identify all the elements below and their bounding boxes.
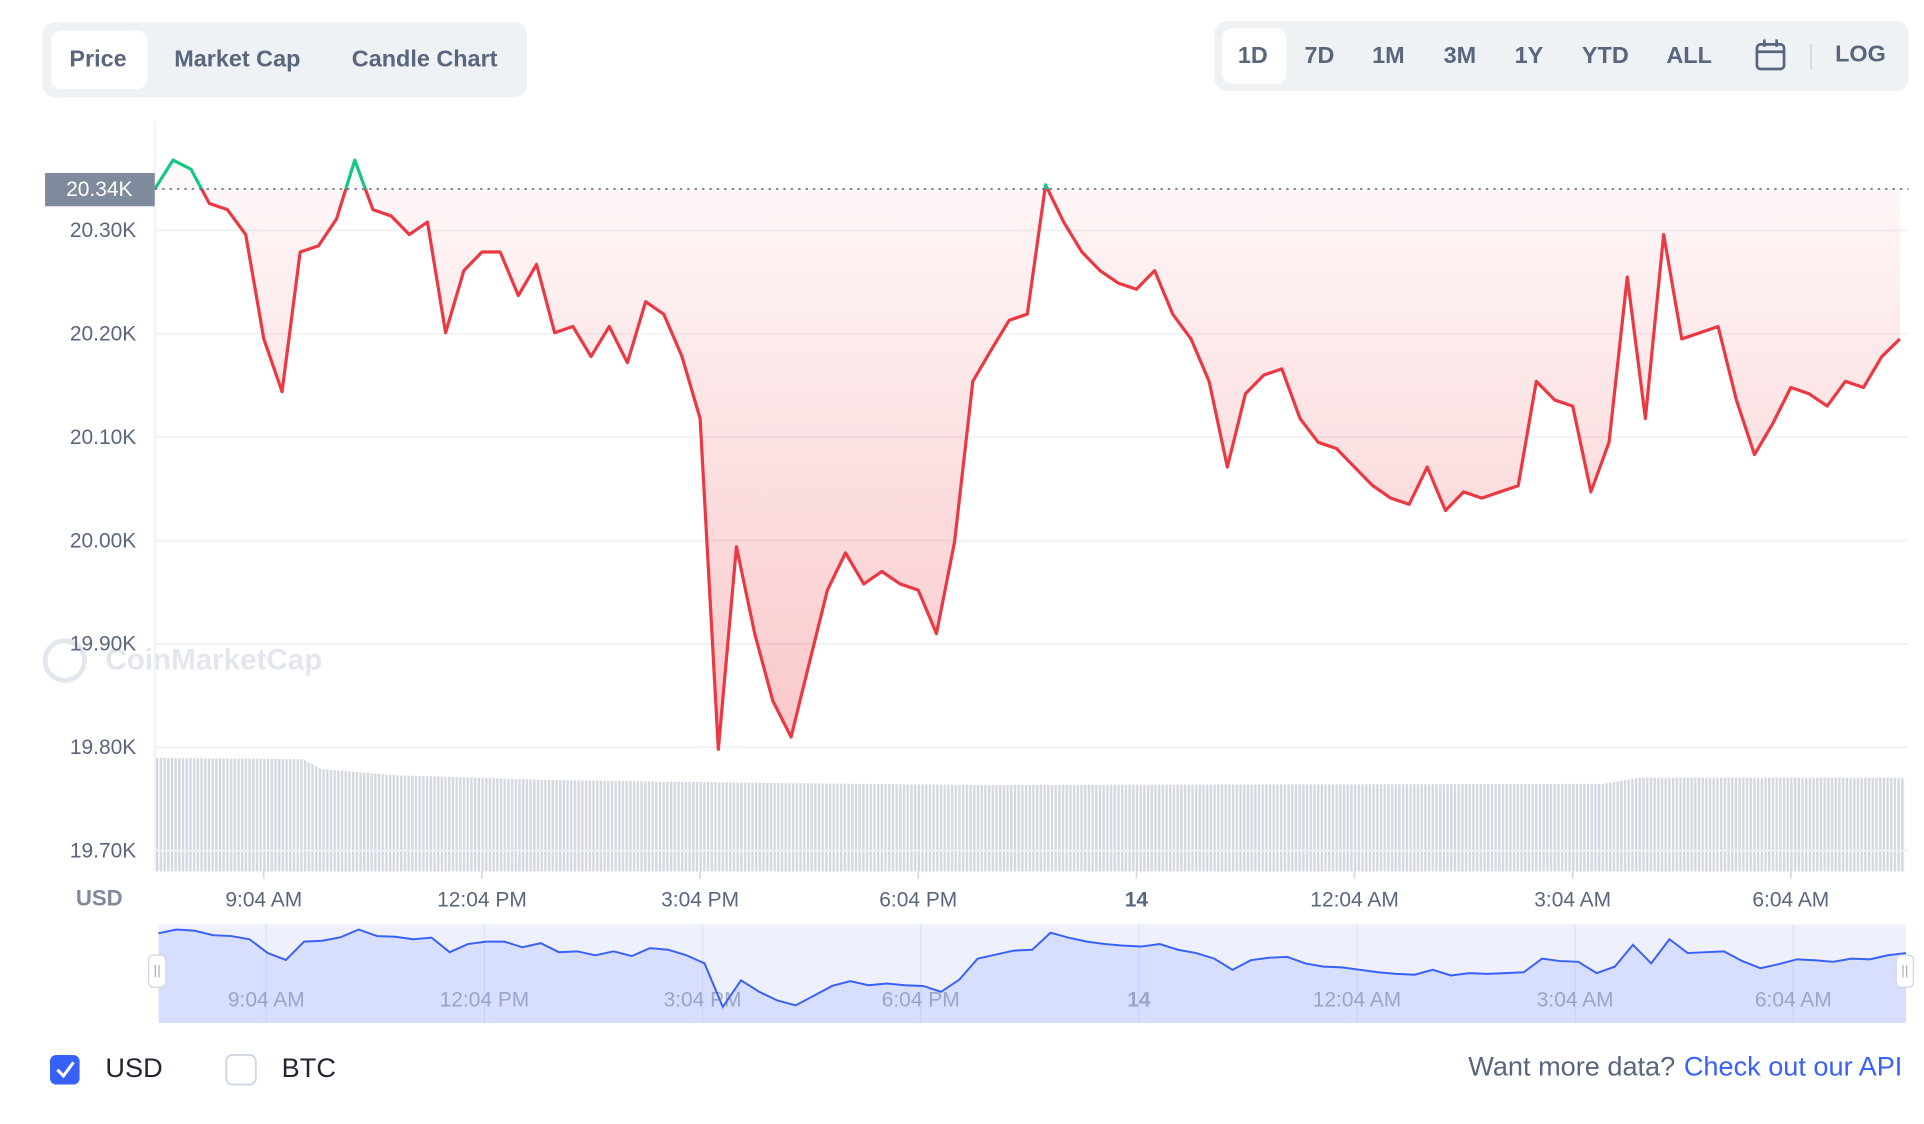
range-button[interactable]: 7D xyxy=(1304,42,1334,68)
y-tick-label: 19.80K xyxy=(70,736,136,759)
y-tick-label: 19.90K xyxy=(70,633,136,656)
range-button[interactable]: 1D xyxy=(1238,42,1268,68)
log-button[interactable]: LOG xyxy=(1835,41,1886,67)
x-tick-label: 12:04 AM xyxy=(1310,888,1398,911)
tab[interactable]: Market Cap xyxy=(174,46,300,72)
footer-text: Want more data? xyxy=(1468,1051,1675,1082)
price-area xyxy=(154,160,1900,750)
x-tick-label: 9:04 AM xyxy=(225,888,302,911)
range-button[interactable]: ALL xyxy=(1666,42,1712,68)
range-button[interactable]: 3M xyxy=(1444,42,1477,68)
x-tick-label: 6:04 AM xyxy=(1752,888,1829,911)
watermark: CoinMarketCap xyxy=(42,638,322,683)
tab[interactable]: Price xyxy=(69,46,126,72)
navigator-tick-label: 3:04 AM xyxy=(1537,988,1614,1011)
y-tick-label: 20.30K xyxy=(70,219,136,242)
tab-group xyxy=(42,22,527,98)
x-tick-label: 3:04 PM xyxy=(661,888,739,911)
x-tick-label: 12:04 PM xyxy=(437,888,527,911)
active-range xyxy=(1222,28,1287,84)
checkbox-checked[interactable] xyxy=(49,1054,80,1085)
navigator-handle[interactable] xyxy=(147,954,167,988)
navigator-line xyxy=(158,928,1907,1009)
y-tick-label: 20.00K xyxy=(70,529,136,552)
navigator-tick-label: 14 xyxy=(1127,988,1151,1011)
active-tab xyxy=(51,30,148,89)
calendar-icon[interactable] xyxy=(1755,39,1786,71)
x-tick-label: 6:04 PM xyxy=(879,888,957,911)
reference-label: 20.34K xyxy=(66,178,132,201)
navigator-tick-label: 12:04 PM xyxy=(440,988,530,1011)
range-button[interactable]: 1Y xyxy=(1515,42,1544,68)
checkbox-label: USD xyxy=(105,1052,162,1083)
y-tick-label: 19.70K xyxy=(70,839,136,862)
x-tick-label: 3:04 AM xyxy=(1534,888,1611,911)
footer: Want more data? Check out our API xyxy=(1468,1051,1902,1082)
api-link[interactable]: Check out our API xyxy=(1684,1051,1903,1082)
tab[interactable]: Candle Chart xyxy=(352,46,498,72)
y-tick-label: 20.20K xyxy=(70,323,136,346)
check-icon xyxy=(56,1061,75,1079)
navigator[interactable] xyxy=(158,924,1907,1023)
navigator-area xyxy=(158,929,1907,1023)
volume-band xyxy=(154,757,1905,872)
navigator-tick-label: 6:04 AM xyxy=(1755,988,1832,1011)
y-unit: USD xyxy=(76,886,123,911)
range-group xyxy=(1214,20,1909,92)
watermark-text: CoinMarketCap xyxy=(105,644,322,677)
checkbox-label: BTC xyxy=(282,1052,336,1083)
range-button[interactable]: 1M xyxy=(1372,42,1405,68)
navigator-tick-label: 9:04 AM xyxy=(228,988,305,1011)
y-tick-label: 20.10K xyxy=(70,426,136,449)
range-button[interactable]: YTD xyxy=(1582,42,1629,68)
price-line xyxy=(153,158,1902,751)
checkbox[interactable] xyxy=(225,1054,257,1086)
navigator-tick-label: 12:04 AM xyxy=(1313,988,1401,1011)
reference-badge xyxy=(45,172,155,207)
navigator-handle[interactable] xyxy=(1895,954,1915,988)
x-tick-label: 14 xyxy=(1125,888,1149,911)
navigator-tick-label: 6:04 PM xyxy=(882,988,960,1011)
